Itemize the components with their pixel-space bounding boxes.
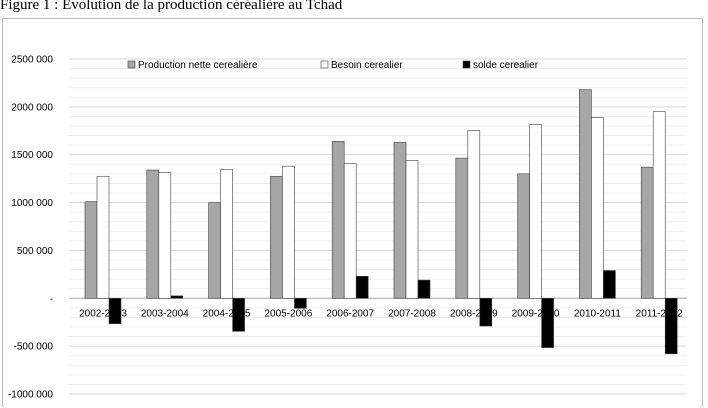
bar-chart: 2500 000 2000 000 1500 000 1000 000 500 000 -… [8, 55, 687, 401]
legend-swatch [462, 60, 471, 69]
bar-production [146, 169, 160, 299]
bar-besoin [405, 160, 419, 299]
bar-besoin [529, 124, 542, 299]
y-tick-label: 1000 000 [11, 198, 53, 209]
bar-solde [170, 295, 184, 299]
bar-solde [664, 297, 678, 355]
y-tick-label: 1500 000 [11, 150, 53, 161]
y-tick-labels: 2500 000 2000 000 1500 000 1000 000 500 000 -… [8, 55, 53, 401]
legend-label: Besoin cerealier [331, 60, 403, 71]
figure-title: Figure 1 : Evolution de la production cé… [0, 0, 343, 13]
y-tick-label: 500 000 [17, 246, 54, 257]
bar-solde [355, 275, 369, 299]
bar-production [84, 201, 98, 299]
bar-besoin [652, 111, 666, 299]
bar-solde [541, 297, 554, 348]
bar-production [579, 89, 592, 299]
bar-solde [232, 297, 245, 332]
bar-production [640, 166, 654, 299]
legend-label: solde cerealier [473, 60, 539, 71]
legend: Production nette cerealière Besoin cereal… [127, 60, 539, 71]
x-tick-labels: 2002-2003 2003-2004 2004-2005 2005-2006 2006… [79, 308, 683, 319]
legend-swatch [320, 60, 329, 69]
legend-swatch [127, 60, 136, 69]
x-tick-label: 2011-2012 [636, 308, 684, 319]
bar-production [455, 157, 469, 299]
bar-solde [417, 279, 431, 299]
x-tick-label: 2003-2004 [141, 308, 189, 319]
bar-production [270, 175, 283, 299]
bar-besoin [467, 130, 481, 299]
bar-solde [603, 270, 616, 299]
bar-production [517, 173, 530, 299]
x-tick-label: 2010-2011 [574, 308, 622, 319]
y-tick-label: - [50, 294, 53, 305]
bar-besoin [158, 172, 172, 299]
bar-production [393, 141, 407, 299]
x-tick-label: 2005-2006 [264, 308, 312, 319]
chart-frame: 2500 000 2000 000 1500 000 1000 000 500 000 -… [2, 18, 703, 407]
bar-besoin [591, 117, 604, 299]
bar-besoin [96, 175, 110, 299]
y-tick-label: 2500 000 [11, 55, 53, 66]
x-tick-label: 2004-2005 [203, 308, 251, 319]
bars-layer [84, 89, 678, 355]
y-tick-label: -1000 000 [8, 390, 53, 401]
bar-besoin [343, 163, 357, 299]
bar-solde [108, 297, 122, 324]
x-tick-label: 2008-2009 [450, 308, 498, 319]
y-tick-label: 2000 000 [11, 102, 53, 113]
legend-label: Production nette cerealière [138, 60, 258, 71]
x-tick-label: 2002-2003 [79, 308, 127, 319]
bar-solde [294, 297, 307, 309]
x-tick-label: 2009-2010 [512, 308, 560, 319]
bar-production [331, 141, 345, 299]
y-tick-label: -500 000 [14, 342, 54, 353]
x-tick-label: 2006-2007 [326, 308, 374, 319]
bar-besoin [282, 165, 295, 299]
x-tick-label: 2007-2008 [388, 308, 436, 319]
bar-besoin [220, 169, 233, 299]
bar-solde [479, 297, 493, 327]
bar-production [208, 202, 221, 299]
